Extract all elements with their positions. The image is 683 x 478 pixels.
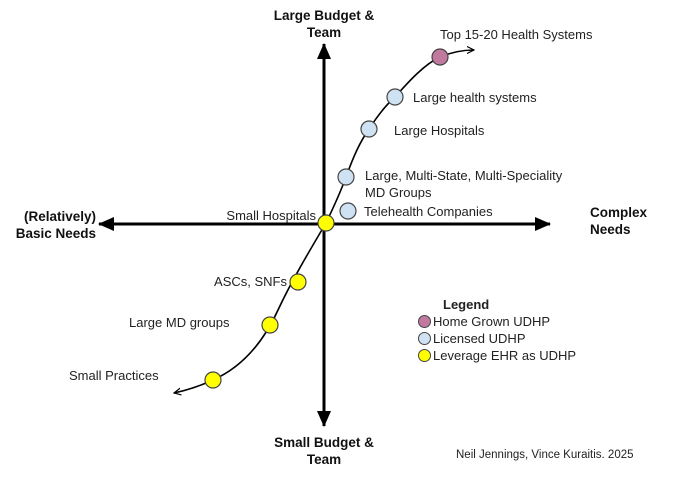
label-ascs-snfs: ASCs, SNFs [214,274,287,289]
label-large-hospitals: Large Hospitals [394,123,485,138]
label-large-health-systems: Large health systems [413,90,537,105]
axis-label-right-line1: Complex [590,205,648,220]
legend-label: Leverage EHR as UDHP [433,348,577,363]
label-multi-state-line1: Large, Multi-State, Multi-Speciality [365,168,563,183]
axis-label-top-line2: Team [306,25,342,40]
legend-swatch-yellow-icon [418,349,431,362]
point-large-md-groups [261,316,279,334]
credit-text: Neil Jennings, Vince Kuraitis. 2025 [456,449,634,461]
axis-label-right: Complex Needs [590,204,647,238]
axis-label-bottom-line1: Small Budget & [274,435,374,450]
point-large-hospitals [360,120,378,138]
point-large-health-systems [386,88,404,106]
axis-label-bottom: Small Budget & Team [254,434,394,468]
label-small-practices: Small Practices [69,368,159,383]
legend-label: Home Grown UDHP [433,314,551,329]
legend-swatch-blue-icon [418,332,431,345]
axis-label-left: (Relatively) Basic Needs [0,208,96,242]
label-top-health-systems: Top 15-20 Health Systems [440,27,593,42]
axis-label-top-line1: Large Budget & [273,8,375,23]
legend: Legend Home Grown UDHP Licensed UDHP Lev… [418,296,576,364]
point-top-health-systems [431,48,449,66]
axis-label-left-line1: (Relatively) [23,209,96,224]
label-telehealth: Telehealth Companies [364,204,493,219]
legend-item-ehr: Leverage EHR as UDHP [418,347,576,364]
label-small-hospitals: Small Hospitals [226,208,316,223]
legend-item-licensed: Licensed UDHP [418,330,576,347]
legend-swatch-pink-icon [418,315,431,328]
label-large-md-groups: Large MD groups [129,315,230,330]
legend-item-home-grown: Home Grown UDHP [418,313,576,330]
point-ascs-snfs [289,273,307,291]
label-multi-state-md-groups: Large, Multi-State, Multi-Speciality MD … [365,167,562,201]
axis-label-right-line2: Needs [590,222,631,237]
axis-label-top: Large Budget & Team [254,7,394,41]
point-multi-state-md-groups [337,168,355,186]
point-small-hospitals [317,214,335,232]
label-multi-state-line2: MD Groups [365,185,432,200]
axis-label-left-line2: Basic Needs [15,226,96,241]
point-small-practices [204,371,222,389]
legend-title: Legend [443,297,490,312]
axis-label-bottom-line2: Team [306,452,342,467]
point-telehealth [339,202,357,220]
legend-label: Licensed UDHP [433,331,526,346]
